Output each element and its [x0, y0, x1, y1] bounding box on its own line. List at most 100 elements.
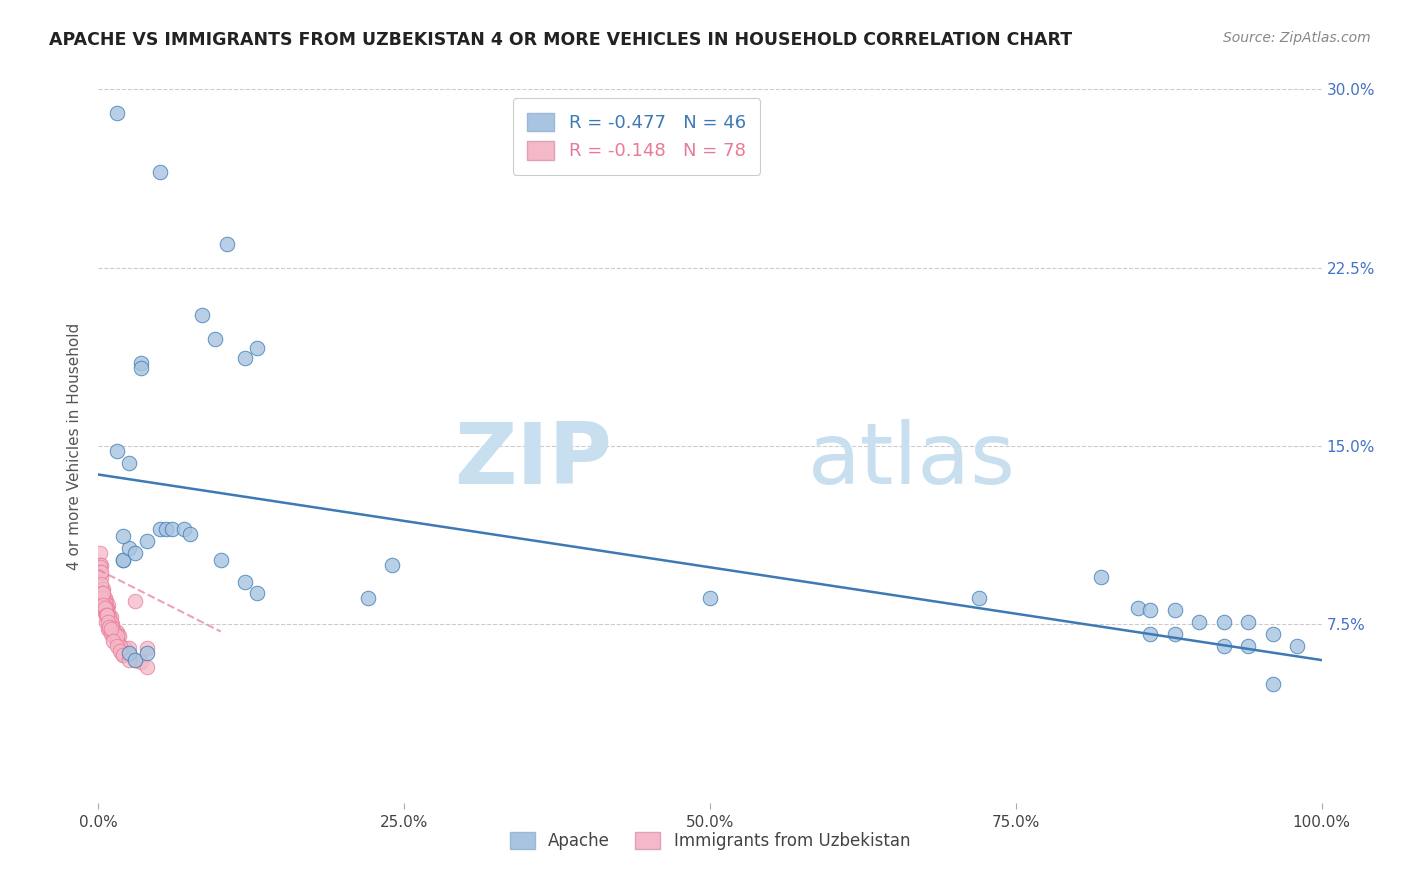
Point — [105, 639, 128, 653]
Point — [96, 600, 118, 615]
Point — [149, 522, 172, 536]
Point — [111, 529, 134, 543]
Point — [89, 560, 111, 574]
Legend: Apache, Immigrants from Uzbekistan: Apache, Immigrants from Uzbekistan — [502, 824, 918, 859]
Point — [191, 308, 214, 322]
Point — [381, 558, 404, 572]
Point — [103, 624, 125, 639]
Point — [100, 610, 122, 624]
Point — [129, 356, 152, 370]
Point — [91, 582, 114, 596]
Point — [1139, 627, 1161, 641]
Point — [1261, 677, 1284, 691]
Point — [93, 591, 115, 606]
Point — [136, 646, 159, 660]
Point — [90, 577, 112, 591]
Point — [110, 639, 132, 653]
Point — [105, 443, 128, 458]
Point — [89, 558, 111, 572]
Point — [101, 622, 124, 636]
Point — [136, 641, 159, 656]
Point — [97, 599, 120, 613]
Point — [101, 617, 124, 632]
Point — [91, 582, 114, 596]
Point — [110, 641, 132, 656]
Point — [93, 596, 115, 610]
Point — [246, 586, 269, 600]
Point — [91, 599, 114, 613]
Point — [1164, 603, 1187, 617]
Point — [118, 541, 141, 556]
Point — [90, 570, 112, 584]
Point — [103, 629, 125, 643]
Text: Source: ZipAtlas.com: Source: ZipAtlas.com — [1223, 31, 1371, 45]
Point — [111, 553, 134, 567]
Point — [101, 634, 124, 648]
Point — [114, 641, 136, 656]
Point — [124, 653, 146, 667]
Point — [98, 617, 121, 632]
Point — [124, 593, 146, 607]
Point — [93, 606, 115, 620]
Point — [101, 629, 124, 643]
Point — [111, 648, 134, 663]
Point — [136, 534, 159, 549]
Point — [91, 586, 114, 600]
Point — [100, 627, 122, 641]
Point — [89, 546, 111, 560]
Point — [91, 586, 114, 600]
Point — [96, 607, 118, 622]
Point — [1237, 615, 1260, 629]
Point — [105, 106, 128, 120]
Text: atlas: atlas — [808, 418, 1017, 502]
Point — [1286, 639, 1309, 653]
Point — [91, 593, 114, 607]
Point — [1237, 639, 1260, 653]
Point — [356, 591, 378, 606]
Point — [93, 600, 115, 615]
Point — [1164, 627, 1187, 641]
Point — [93, 599, 115, 613]
Point — [90, 565, 112, 579]
Point — [129, 360, 152, 375]
Point — [91, 591, 114, 606]
Point — [105, 629, 128, 643]
Point — [111, 646, 134, 660]
Point — [110, 643, 132, 657]
Point — [215, 236, 238, 251]
Point — [100, 615, 122, 629]
Point — [96, 606, 118, 620]
Point — [246, 342, 269, 356]
Point — [94, 615, 117, 629]
Point — [108, 629, 131, 643]
Point — [967, 591, 990, 606]
Point — [1188, 615, 1211, 629]
Text: APACHE VS IMMIGRANTS FROM UZBEKISTAN 4 OR MORE VEHICLES IN HOUSEHOLD CORRELATION: APACHE VS IMMIGRANTS FROM UZBEKISTAN 4 O… — [49, 31, 1073, 49]
Text: ZIP: ZIP — [454, 418, 612, 502]
Point — [104, 624, 127, 639]
Point — [1090, 570, 1112, 584]
Point — [233, 574, 256, 589]
Point — [89, 565, 111, 579]
Point — [97, 606, 120, 620]
Point — [118, 653, 141, 667]
Point — [1128, 600, 1150, 615]
Point — [233, 351, 256, 365]
Point — [204, 332, 226, 346]
Point — [96, 600, 118, 615]
Point — [91, 591, 114, 606]
Point — [105, 624, 128, 639]
Y-axis label: 4 or more Vehicles in Household: 4 or more Vehicles in Household — [67, 322, 83, 570]
Point — [97, 607, 120, 622]
Point — [124, 653, 146, 667]
Point — [118, 641, 141, 656]
Point — [118, 646, 141, 660]
Point — [173, 522, 195, 536]
Point — [97, 622, 120, 636]
Point — [111, 648, 134, 663]
Point — [160, 522, 183, 536]
Point — [90, 558, 112, 572]
Point — [118, 456, 141, 470]
Point — [98, 610, 121, 624]
Point — [101, 620, 124, 634]
